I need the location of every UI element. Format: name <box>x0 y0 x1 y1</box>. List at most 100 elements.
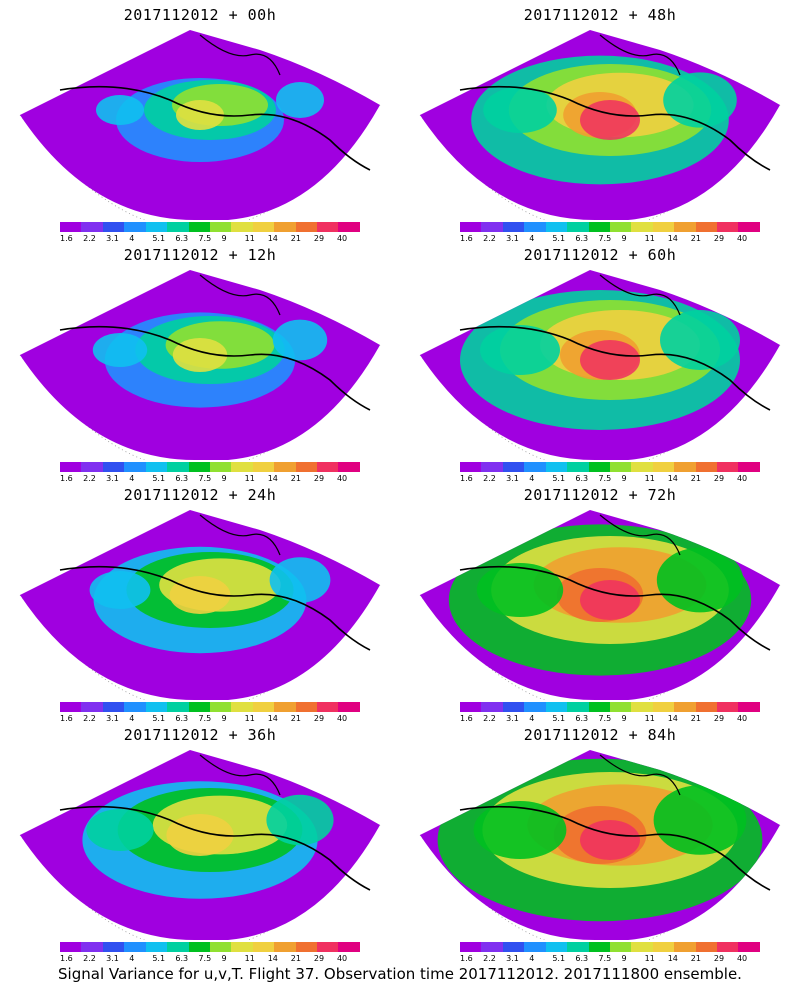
colorbar-swatch <box>524 942 546 952</box>
colorbar <box>60 462 360 474</box>
colorbar-swatch <box>188 702 210 712</box>
colorbar-tick-label: 1.6 <box>60 474 73 483</box>
colorbar-swatch <box>545 222 568 232</box>
colorbar-swatch <box>188 222 210 232</box>
colorbar-swatch <box>252 222 275 232</box>
colorbar-tick-label: 14 <box>667 474 678 483</box>
colorbar-tick-label: 21 <box>690 234 701 243</box>
colorbar-swatch <box>502 462 525 472</box>
colorbar-tick-label: 11 <box>644 954 655 963</box>
colorbar-swatch <box>317 702 339 712</box>
colorbar-swatch <box>631 942 653 952</box>
colorbar-swatch <box>695 702 718 712</box>
colorbar-tick-label: 2.2 <box>83 474 96 483</box>
colorbar-swatch <box>252 462 275 472</box>
colorbar-tick-label: 5.1 <box>152 954 166 963</box>
colorbar-swatch <box>167 942 189 952</box>
colorbar-tick-label: 1.6 <box>60 714 73 723</box>
colorbar-swatch <box>252 942 275 952</box>
colorbar-tick-label: 9 <box>621 234 627 243</box>
colorbar-swatch <box>252 702 275 712</box>
forecast-panel-72h: 2017112012 + 72h 1.6 2.2 3.1 4 5.1 6.3 7.5 9 11 1… <box>400 480 800 723</box>
variance-map <box>419 270 781 460</box>
colorbar-tick-label: 40 <box>736 474 748 483</box>
colorbar-swatch <box>695 462 718 472</box>
colorbar-tick-label: 3.1 <box>506 954 519 963</box>
colorbar-tick-label: 14 <box>667 954 678 963</box>
colorbar-swatch <box>695 222 718 232</box>
colorbar-swatch <box>145 942 168 952</box>
colorbar-swatch <box>609 222 632 232</box>
colorbar-tick-label: 1.6 <box>460 954 473 963</box>
colorbar-tick-label: 11 <box>244 954 255 963</box>
colorbar-tick-label: 3.1 <box>106 714 119 723</box>
colorbar-swatch <box>567 702 589 712</box>
colorbar <box>460 702 760 714</box>
variance-map <box>419 750 781 940</box>
colorbar-tick-label: 21 <box>690 954 701 963</box>
colorbar-swatch <box>124 702 146 712</box>
colorbar-swatch <box>60 702 82 712</box>
colorbar-swatch <box>60 222 82 232</box>
colorbar-swatch <box>81 462 103 472</box>
colorbar-tick-label: 5.1 <box>552 954 566 963</box>
colorbar-tick-label: 40 <box>336 954 348 963</box>
colorbar-swatch <box>60 942 82 952</box>
colorbar-swatch <box>695 942 718 952</box>
colorbar-swatch <box>209 222 232 232</box>
colorbar-swatch <box>588 702 610 712</box>
colorbar-tick-label: 9 <box>221 474 227 483</box>
colorbar-tick-label: 9 <box>621 954 627 963</box>
colorbar-swatch <box>502 942 525 952</box>
colorbar-swatch <box>567 222 589 232</box>
colorbar-swatch <box>460 462 482 472</box>
colorbar-tick-label: 21 <box>690 714 701 723</box>
colorbar-tick-label: 3.1 <box>506 474 519 483</box>
colorbar-swatch <box>717 702 739 712</box>
variance-field <box>20 750 380 940</box>
colorbar-swatch <box>317 942 339 952</box>
colorbar-tick-label: 40 <box>736 234 748 243</box>
variance-map <box>19 510 381 700</box>
colorbar-swatch <box>652 222 675 232</box>
colorbar-tick-label: 9 <box>221 234 227 243</box>
colorbar-swatch <box>274 462 296 472</box>
figure-caption: Signal Variance for u,v,T. Flight 37. Ob… <box>58 965 742 983</box>
colorbar-swatch <box>145 702 168 712</box>
colorbar-tick-label: 4 <box>129 474 135 483</box>
panel-title: 2017112012 + 12h <box>123 246 277 264</box>
variance-field <box>420 30 780 220</box>
colorbar-swatch <box>609 942 632 952</box>
colorbar-tick-label: 40 <box>336 474 348 483</box>
colorbar-swatch <box>317 222 339 232</box>
colorbar-swatch <box>609 702 632 712</box>
colorbar-ticks: 1.6 2.2 3.1 4 5.1 6.3 7.5 9 11 14 21 29 40 <box>460 234 760 244</box>
colorbar-swatch <box>231 942 253 952</box>
colorbar <box>460 462 760 474</box>
colorbar-swatch <box>102 702 125 712</box>
colorbar-swatch <box>124 222 146 232</box>
colorbar-swatch <box>481 942 503 952</box>
colorbar-tick-label: 4 <box>129 714 135 723</box>
colorbar-tick-label: 5.1 <box>152 714 166 723</box>
colorbar-tick-label: 11 <box>244 474 255 483</box>
colorbar-swatch <box>717 942 739 952</box>
colorbar-ticks: 1.6 2.2 3.1 4 5.1 6.3 7.5 9 11 14 21 29 40 <box>60 474 360 484</box>
colorbar-swatch <box>609 462 632 472</box>
forecast-panel-60h: 2017112012 + 60h 1.6 2.2 3.1 4 5.1 6.3 7.5 9 11 1… <box>400 240 800 483</box>
colorbar-tick-label: 5.1 <box>152 234 166 243</box>
colorbar-swatch <box>145 222 168 232</box>
colorbar-swatch <box>738 462 760 472</box>
colorbar-swatch <box>102 222 125 232</box>
colorbar-swatch <box>274 702 296 712</box>
colorbar-tick-label: 1.6 <box>60 954 73 963</box>
colorbar-swatch <box>588 942 610 952</box>
colorbar-tick-label: 4 <box>129 234 135 243</box>
colorbar-swatch <box>502 222 525 232</box>
colorbar-tick-label: 7.5 <box>198 954 212 963</box>
colorbar-swatch <box>188 462 210 472</box>
colorbar-swatch <box>167 222 189 232</box>
colorbar-swatch <box>674 222 696 232</box>
colorbar-tick-label: 3.1 <box>506 234 519 243</box>
colorbar-swatch <box>274 222 296 232</box>
